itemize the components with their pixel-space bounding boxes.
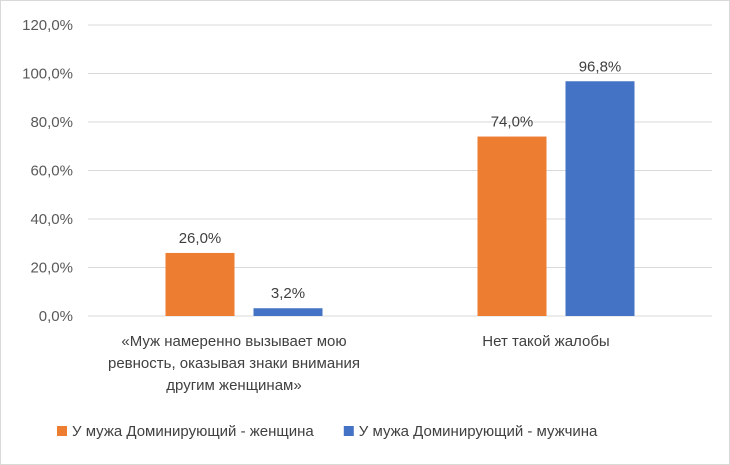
category-label: другим женщинам»: [166, 377, 301, 394]
legend-label: У мужа Доминирующий - женщина: [72, 423, 314, 440]
y-tick-label: 40,0%: [30, 211, 73, 228]
legend-swatch-1: [57, 426, 67, 436]
bar-series1-cat1: [165, 252, 235, 316]
data-label: 74,0%: [491, 114, 534, 131]
category-label: «Муж намеренно вызывает мою: [121, 333, 346, 350]
y-tick-label: 80,0%: [30, 114, 73, 131]
legend-swatch-2: [343, 426, 354, 436]
bar-series1-cat2: [477, 136, 547, 316]
legend-label: У мужа Доминирующий - мужчина: [359, 423, 598, 440]
y-tick-label: 120,0%: [22, 17, 73, 34]
bar-series2-cat1: [253, 308, 323, 316]
y-tick-label: 60,0%: [30, 163, 73, 180]
category-label: Нет такой жалобы: [482, 333, 609, 350]
data-label: 26,0%: [179, 230, 222, 247]
category-label: ревность, оказывая знаки внимания: [108, 355, 360, 372]
data-label: 3,2%: [271, 285, 305, 302]
y-tick-label: 0,0%: [39, 308, 73, 325]
bar-series2-cat2: [565, 81, 635, 316]
y-tick-label: 20,0%: [30, 260, 73, 277]
data-label: 96,8%: [579, 58, 622, 75]
y-tick-label: 100,0%: [22, 66, 73, 83]
